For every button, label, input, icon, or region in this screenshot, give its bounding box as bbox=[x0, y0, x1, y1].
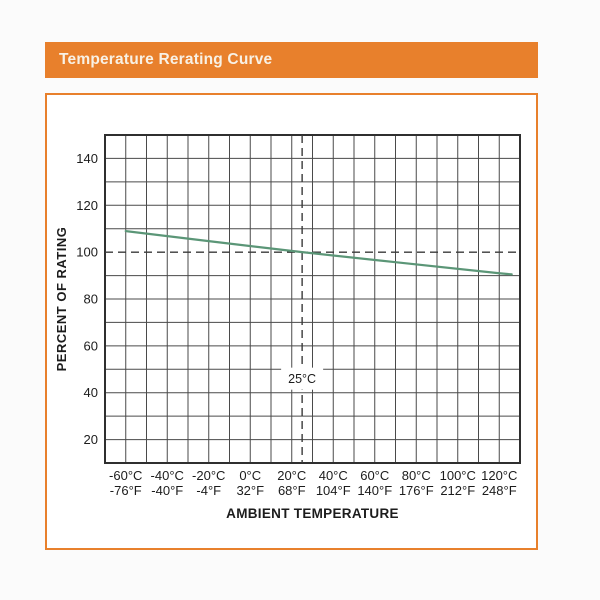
svg-text:120: 120 bbox=[76, 198, 98, 213]
annotation-backdrop bbox=[281, 367, 324, 390]
grid bbox=[105, 135, 520, 463]
svg-text:-76°F: -76°F bbox=[110, 483, 142, 498]
svg-text:248°F: 248°F bbox=[482, 483, 517, 498]
svg-text:40°C: 40°C bbox=[319, 468, 348, 483]
svg-text:104°F: 104°F bbox=[316, 483, 351, 498]
plot-border bbox=[104, 134, 521, 464]
svg-text:120°C: 120°C bbox=[481, 468, 517, 483]
svg-text:140: 140 bbox=[76, 151, 98, 166]
svg-text:40: 40 bbox=[84, 385, 98, 400]
svg-text:100: 100 bbox=[76, 245, 98, 260]
chart-frame: 25°C 140 120 100 80 60 40 20 -60°C -76°F -40°C -40°… bbox=[45, 93, 538, 550]
y-axis-title: PERCENT OF RATING bbox=[54, 227, 69, 372]
x-axis-labels: -60°C-76°F -40°C-40°F -20°C-4°F 0°C32°F 20°C… bbox=[109, 468, 517, 498]
svg-text:20: 20 bbox=[84, 432, 98, 447]
svg-text:-20°C: -20°C bbox=[192, 468, 225, 483]
svg-text:176°F: 176°F bbox=[399, 483, 434, 498]
svg-text:100°C: 100°C bbox=[440, 468, 476, 483]
svg-text:80°C: 80°C bbox=[402, 468, 431, 483]
svg-text:20°C: 20°C bbox=[277, 468, 306, 483]
svg-text:140°F: 140°F bbox=[357, 483, 392, 498]
svg-text:-60°C: -60°C bbox=[109, 468, 142, 483]
svg-text:-4°F: -4°F bbox=[196, 483, 221, 498]
annotation-25c-label: 25°C bbox=[288, 372, 316, 386]
svg-text:60°C: 60°C bbox=[360, 468, 389, 483]
page-title: Temperature Rerating Curve bbox=[59, 51, 273, 68]
svg-text:32°F: 32°F bbox=[236, 483, 264, 498]
svg-text:68°F: 68°F bbox=[278, 483, 306, 498]
svg-text:60: 60 bbox=[84, 338, 98, 353]
rerating-chart: 25°C 140 120 100 80 60 40 20 -60°C-76°F -40°C-40°… bbox=[54, 134, 521, 521]
svg-text:-40°C: -40°C bbox=[151, 468, 184, 483]
svg-text:80: 80 bbox=[84, 292, 98, 307]
svg-text:-40°F: -40°F bbox=[151, 483, 183, 498]
percent-of-rating-curve bbox=[124, 229, 513, 276]
svg-text:212°F: 212°F bbox=[440, 483, 475, 498]
title-banner: Temperature Rerating Curve bbox=[45, 42, 538, 78]
x-axis-title: AMBIENT TEMPERATURE bbox=[226, 506, 399, 521]
y-axis-labels: 140 120 100 80 60 40 20 bbox=[76, 151, 98, 447]
svg-text:0°C: 0°C bbox=[239, 468, 261, 483]
